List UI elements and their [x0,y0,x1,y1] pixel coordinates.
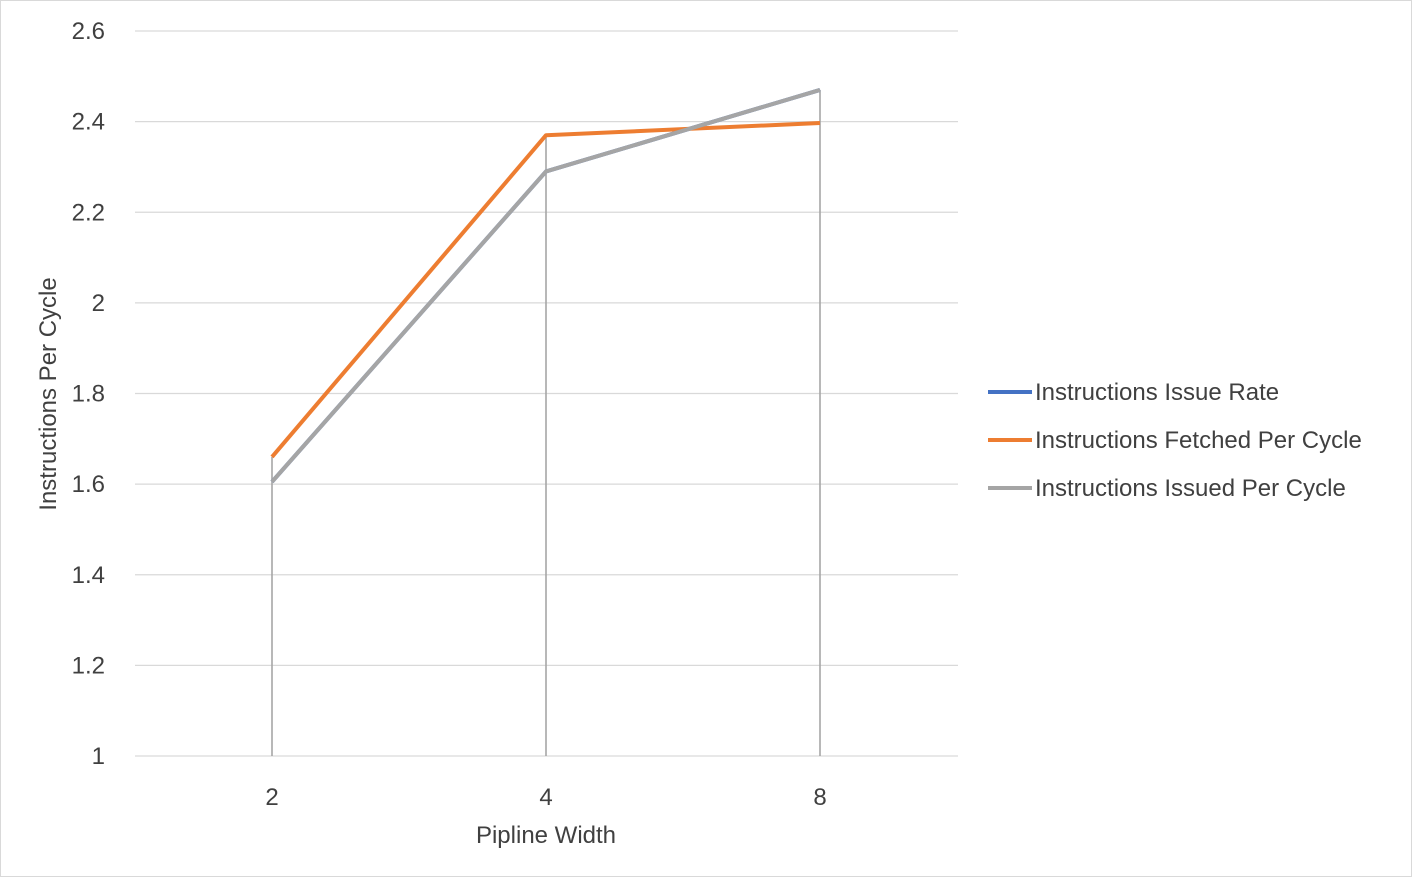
y-tick-label: 1 [92,743,105,770]
y-axis-title: Instructions Per Cycle [35,277,62,510]
drop-lines [271,89,821,756]
legend-label: Instructions Issued Per Cycle [1035,475,1346,502]
y-tick-label: 1.6 [72,471,105,498]
x-tick-label: 8 [813,784,826,811]
legend: Instructions Issue Rate Instructions Fetc… [988,379,1362,502]
series-line-1 [270,120,821,459]
legend-label: Instructions Issue Rate [1035,379,1279,406]
series-line-2 [270,87,821,484]
y-tick-label: 2.4 [72,109,105,136]
y-tick-label: 2.2 [72,199,105,226]
x-tick-label: 4 [539,784,552,811]
y-tick-label: 2 [92,290,105,317]
y-tick-label: 2.6 [72,18,105,45]
x-tick-label: 2 [265,784,278,811]
y-axis-ticks: 1 1.2 1.4 1.6 1.8 2 2.2 2.4 2.6 [72,18,105,770]
y-tick-label: 1.8 [72,381,105,408]
x-axis-title: Pipline Width [476,822,616,849]
legend-label: Instructions Fetched Per Cycle [1035,427,1362,454]
y-tick-label: 1.2 [72,652,105,679]
series-lines [270,87,821,484]
x-axis-ticks: 2 4 8 [265,784,826,811]
y-tick-label: 1.4 [72,562,105,589]
